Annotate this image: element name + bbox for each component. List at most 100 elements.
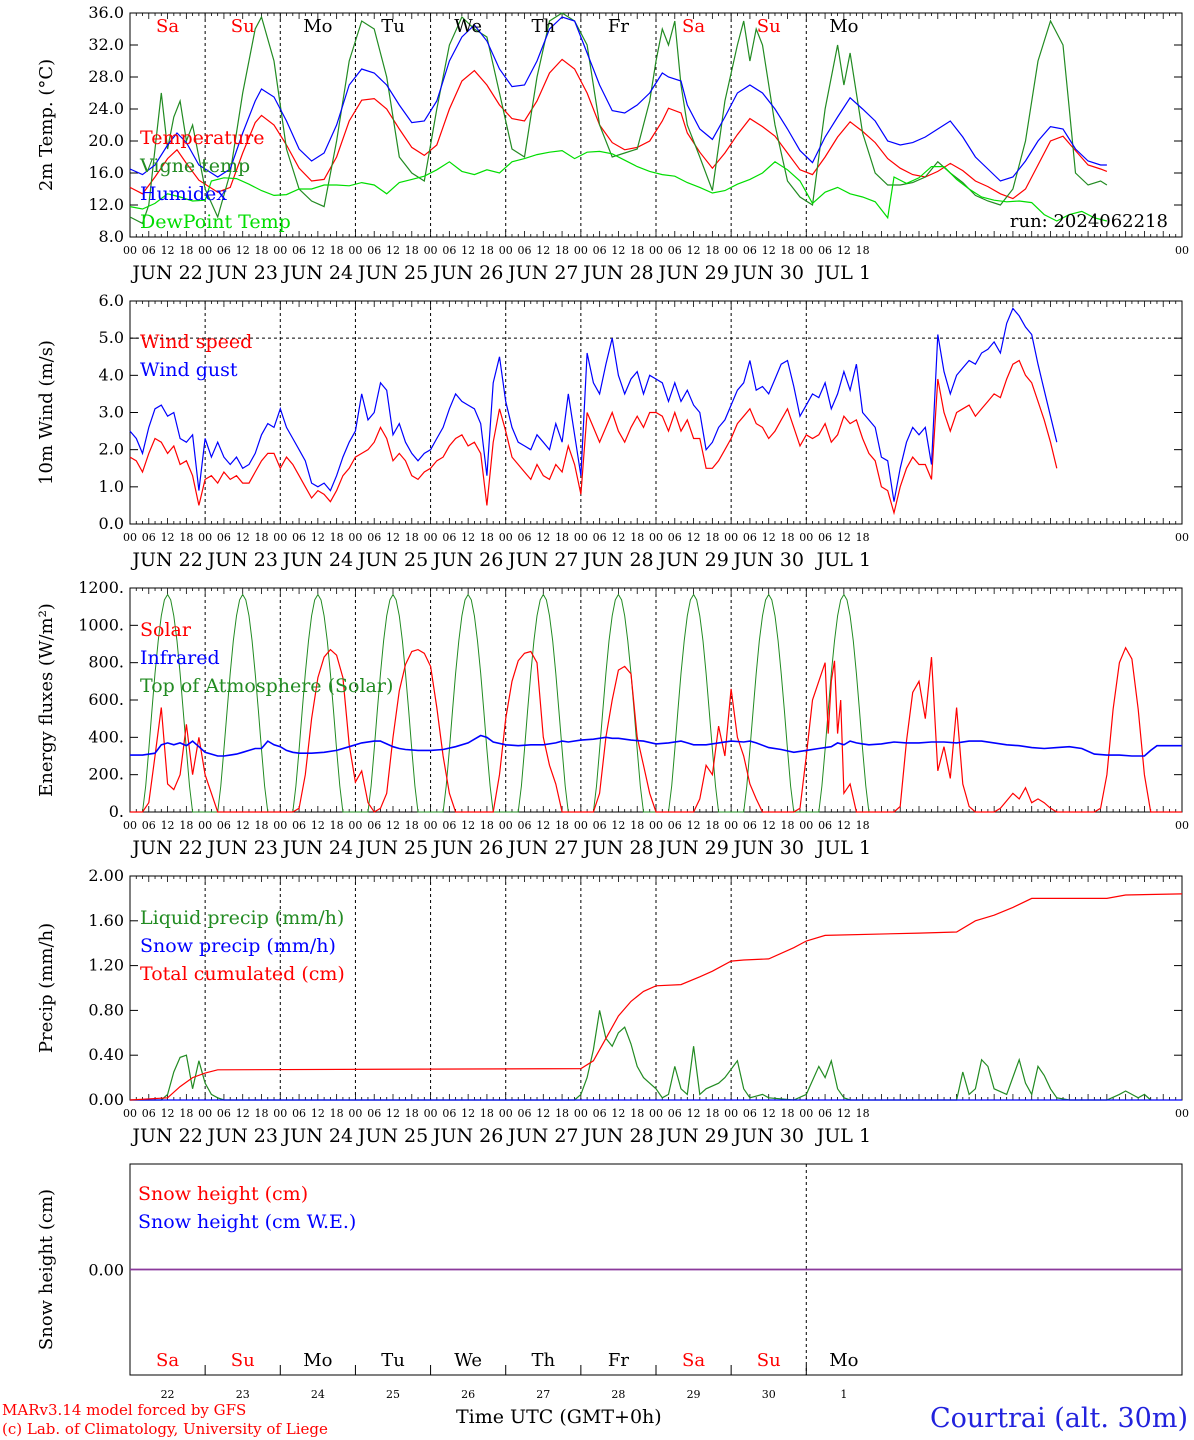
weekday-label: Fr xyxy=(608,1350,629,1371)
hour-tick-label: 18 xyxy=(480,531,494,544)
hour-tick-label: 00 xyxy=(1175,819,1189,832)
day-number-label: 28 xyxy=(611,1388,625,1401)
hour-tick-label: 06 xyxy=(518,1107,532,1120)
hour-tick-label: 06 xyxy=(292,244,306,257)
hour-tick-label: 18 xyxy=(781,819,795,832)
day-number-label: 25 xyxy=(386,1388,400,1401)
weekday-label: Su xyxy=(231,16,255,37)
hour-tick-label: 06 xyxy=(743,819,757,832)
day-number-label: 22 xyxy=(161,1388,175,1401)
hour-tick-label: 06 xyxy=(518,819,532,832)
weekday-label: Th xyxy=(531,16,555,37)
hour-tick-label: 18 xyxy=(330,819,344,832)
y-tick-label: 6.0 xyxy=(99,291,124,310)
series-line-1 xyxy=(130,1010,1152,1101)
date-label: JUN 23 xyxy=(205,262,277,284)
legend-entry: Wind gust xyxy=(140,359,238,381)
hour-tick-label: 12 xyxy=(161,531,175,544)
weekday-label: Tu xyxy=(381,1350,405,1371)
hour-tick-label: 18 xyxy=(856,1107,870,1120)
hour-tick-label: 12 xyxy=(536,531,550,544)
hour-tick-label: 12 xyxy=(461,244,475,257)
hour-tick-label: 18 xyxy=(555,531,569,544)
date-label: JUN 24 xyxy=(281,1125,353,1147)
hour-tick-label: 18 xyxy=(480,244,494,257)
date-label: JUN 29 xyxy=(656,262,728,284)
y-tick-label: 1000. xyxy=(78,615,124,634)
y-tick-label: 0.0 xyxy=(99,514,124,533)
credit-line-2: (c) Lab. of Climatology, University of L… xyxy=(2,1420,328,1438)
hour-tick-label: 12 xyxy=(161,244,175,257)
hour-tick-label: 18 xyxy=(179,819,193,832)
hour-tick-label: 06 xyxy=(668,244,682,257)
series-line-3 xyxy=(129,893,1183,1101)
hour-tick-label: 12 xyxy=(687,1107,701,1120)
hour-tick-label: 00 xyxy=(799,1107,813,1120)
legend-entry: Solar xyxy=(140,619,192,641)
hour-tick-label: 18 xyxy=(330,1107,344,1120)
y-tick-label: 20.0 xyxy=(88,131,124,150)
hour-tick-label: 00 xyxy=(649,531,663,544)
y-tick-label: 800. xyxy=(88,653,124,672)
hour-tick-label: 06 xyxy=(217,1107,231,1120)
y-tick-label: 0. xyxy=(109,802,124,821)
series-line-toa-solar xyxy=(130,593,882,813)
day-number-label: 23 xyxy=(236,1388,250,1401)
hour-tick-label: 00 xyxy=(123,819,137,832)
weekday-label: Fr xyxy=(608,16,629,37)
hour-tick-label: 06 xyxy=(292,819,306,832)
hour-tick-label: 12 xyxy=(837,531,851,544)
hour-tick-label: 12 xyxy=(311,819,325,832)
hour-tick-label: 12 xyxy=(536,1107,550,1120)
hour-tick-label: 12 xyxy=(386,819,400,832)
y-axis-label: Energy fluxes (W/m²) xyxy=(36,603,57,797)
legend-entry: Vigne temp xyxy=(139,155,250,177)
hour-tick-label: 06 xyxy=(818,819,832,832)
hour-tick-label: 12 xyxy=(161,819,175,832)
legend-entry: Infrared xyxy=(140,647,220,669)
y-tick-label: 0.00 xyxy=(88,1090,124,1109)
legend-entry: Liquid precip (mm/h) xyxy=(140,907,344,929)
hour-tick-label: 00 xyxy=(273,244,287,257)
hour-tick-label: 06 xyxy=(367,819,381,832)
hour-tick-label: 06 xyxy=(518,244,532,257)
hour-tick-label: 12 xyxy=(386,1107,400,1120)
hour-tick-label: 00 xyxy=(123,244,137,257)
y-tick-label: 24.0 xyxy=(88,99,124,118)
panel-5: 0.00 Sa 22 Su 23 Mo 24 Tu 25 We 26 Th 27 Fr 28 Sa 29 Su 30… xyxy=(36,1163,1183,1401)
y-tick-label: 2.00 xyxy=(88,866,124,885)
date-label: JUN 22 xyxy=(130,1125,202,1147)
legend-entry: Temperature xyxy=(140,127,264,149)
hour-tick-label: 18 xyxy=(781,244,795,257)
y-tick-label: 3.0 xyxy=(99,403,124,422)
hour-tick-label: 18 xyxy=(781,531,795,544)
hour-tick-label: 00 xyxy=(574,531,588,544)
date-label: JUN 23 xyxy=(205,1125,277,1147)
date-label: JUN 27 xyxy=(506,262,578,284)
hour-tick-label: 12 xyxy=(236,819,250,832)
hour-tick-label: 06 xyxy=(442,244,456,257)
hour-tick-label: 06 xyxy=(593,531,607,544)
hour-tick-label: 12 xyxy=(236,1107,250,1120)
weekday-label: Mo xyxy=(829,16,858,37)
date-label: JUN 25 xyxy=(356,549,428,571)
y-tick-label: 36.0 xyxy=(88,3,124,22)
y-tick-label: 12.0 xyxy=(88,195,124,214)
hour-tick-label: 18 xyxy=(555,244,569,257)
hour-tick-label: 00 xyxy=(348,819,362,832)
hour-tick-label: 18 xyxy=(179,531,193,544)
date-label: JUN 29 xyxy=(656,1125,728,1147)
hour-tick-label: 12 xyxy=(687,819,701,832)
hour-tick-label: 12 xyxy=(386,244,400,257)
hour-tick-label: 06 xyxy=(818,531,832,544)
hour-tick-label: 12 xyxy=(236,244,250,257)
y-tick-label: 0.00 xyxy=(88,1261,124,1280)
series-line-1 xyxy=(129,359,1058,516)
hour-tick-label: 06 xyxy=(743,531,757,544)
hour-tick-label: 00 xyxy=(649,819,663,832)
weekday-label: Su xyxy=(757,1350,781,1371)
weekday-label: We xyxy=(454,16,482,37)
hour-tick-label: 18 xyxy=(255,1107,269,1120)
y-tick-label: 16.0 xyxy=(88,163,124,182)
hour-tick-label: 00 xyxy=(198,819,212,832)
